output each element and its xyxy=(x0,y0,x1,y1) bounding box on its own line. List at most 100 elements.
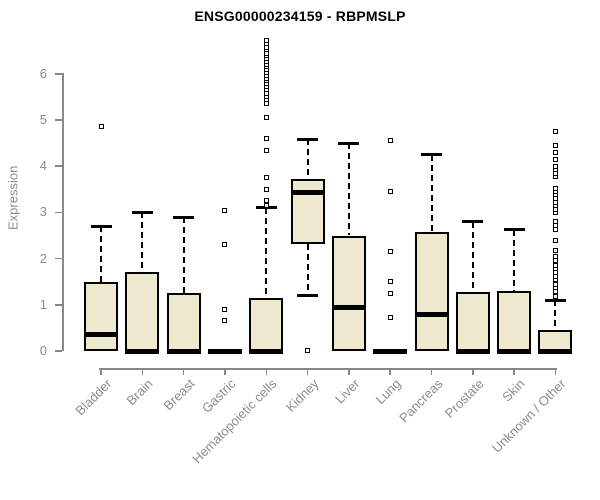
y-axis-line xyxy=(62,73,64,351)
y-axis-tick xyxy=(55,73,62,75)
outlier-point xyxy=(387,189,393,195)
outlier-point xyxy=(222,207,228,213)
outlier-point xyxy=(263,147,269,153)
median-line xyxy=(414,311,449,317)
y-tick-label: 6 xyxy=(39,65,47,81)
outlier-point xyxy=(552,227,558,233)
upper-whisker xyxy=(265,207,268,298)
y-tick-label: 4 xyxy=(39,158,47,174)
x-axis-tick xyxy=(430,368,433,375)
outlier-point xyxy=(552,293,558,299)
upper-whisker xyxy=(182,217,185,294)
y-axis-tick xyxy=(55,165,62,167)
upper-whisker-cap xyxy=(297,137,319,141)
x-axis-line xyxy=(99,368,557,370)
y-tick-label: 1 xyxy=(39,296,47,312)
y-axis-tick xyxy=(55,350,62,352)
median-line xyxy=(290,190,325,196)
median-line xyxy=(455,348,490,354)
box xyxy=(497,290,532,351)
upper-whisker xyxy=(347,143,350,236)
outlier-point xyxy=(222,242,228,248)
upper-whisker xyxy=(100,226,102,282)
outlier-point xyxy=(222,318,228,324)
outlier-point xyxy=(263,202,269,208)
box xyxy=(166,293,201,351)
outlier-point xyxy=(552,156,558,162)
box xyxy=(414,232,449,351)
outlier-point xyxy=(552,142,558,148)
upper-whisker xyxy=(141,212,144,273)
x-axis-tick xyxy=(182,368,185,375)
median-line xyxy=(84,332,118,338)
y-tick-label: 3 xyxy=(39,204,47,220)
outlier-point xyxy=(552,219,558,225)
median-line xyxy=(207,348,242,354)
y-axis-tick xyxy=(55,119,62,121)
upper-whisker xyxy=(471,221,474,293)
outlier-point xyxy=(387,315,393,321)
upper-whisker-cap xyxy=(544,298,566,302)
upper-whisker-cap xyxy=(338,141,360,145)
y-axis-tick xyxy=(55,304,62,306)
lower-whisker xyxy=(306,243,309,296)
outlier-point xyxy=(263,175,269,181)
box xyxy=(249,297,284,351)
upper-whisker-cap xyxy=(131,210,153,214)
upper-whisker xyxy=(513,229,516,291)
upper-whisker xyxy=(554,300,557,331)
median-line xyxy=(538,348,573,354)
median-line xyxy=(125,348,160,354)
upper-whisker xyxy=(306,139,309,180)
x-axis-tick xyxy=(513,368,515,375)
x-axis-tick xyxy=(472,368,474,375)
lower-whisker-cap xyxy=(297,294,319,298)
box xyxy=(84,281,118,351)
outlier-point xyxy=(387,249,393,255)
outlier-point xyxy=(263,115,269,121)
outlier-point xyxy=(552,247,558,253)
box xyxy=(331,235,366,351)
outlier-point xyxy=(263,135,269,141)
outlier-point xyxy=(98,124,104,130)
x-axis-tick xyxy=(306,368,309,375)
box xyxy=(125,272,160,351)
y-tick-label: 5 xyxy=(39,112,47,127)
upper-whisker-cap xyxy=(173,215,195,219)
box xyxy=(290,179,325,244)
outlier-point xyxy=(552,263,558,269)
outlier-point xyxy=(552,129,558,135)
median-line xyxy=(249,348,284,354)
outlier-point xyxy=(263,198,269,204)
x-axis-tick xyxy=(100,368,102,375)
upper-whisker-cap xyxy=(421,153,443,157)
outlier-point xyxy=(552,289,558,295)
outlier-point xyxy=(387,279,393,285)
x-axis-tick xyxy=(265,368,268,375)
median-line xyxy=(373,348,408,354)
median-line xyxy=(497,348,532,354)
chart-title: ENSG00000234159 - RBPMSLP xyxy=(194,8,406,24)
x-axis-tick xyxy=(554,368,557,375)
median-line xyxy=(166,348,201,354)
x-axis-tick xyxy=(348,368,350,375)
outlier-point xyxy=(552,163,558,169)
upper-whisker-cap xyxy=(462,220,484,224)
outlier-point xyxy=(263,101,269,107)
outlier-point xyxy=(387,290,393,296)
outlier-point xyxy=(222,306,228,312)
x-axis-tick xyxy=(389,368,391,375)
upper-whisker-cap xyxy=(503,228,525,232)
outlier-point xyxy=(552,281,558,287)
box xyxy=(455,292,490,351)
y-axis-tick xyxy=(55,257,62,260)
upper-whisker-cap xyxy=(90,224,112,228)
outlier-point xyxy=(387,138,393,144)
x-axis-tick xyxy=(224,368,226,375)
outlier-point xyxy=(263,186,269,192)
y-axis-tick xyxy=(55,211,62,214)
y-tick-label: 0 xyxy=(39,343,47,358)
median-line xyxy=(331,304,366,310)
outlier-point xyxy=(552,149,558,155)
